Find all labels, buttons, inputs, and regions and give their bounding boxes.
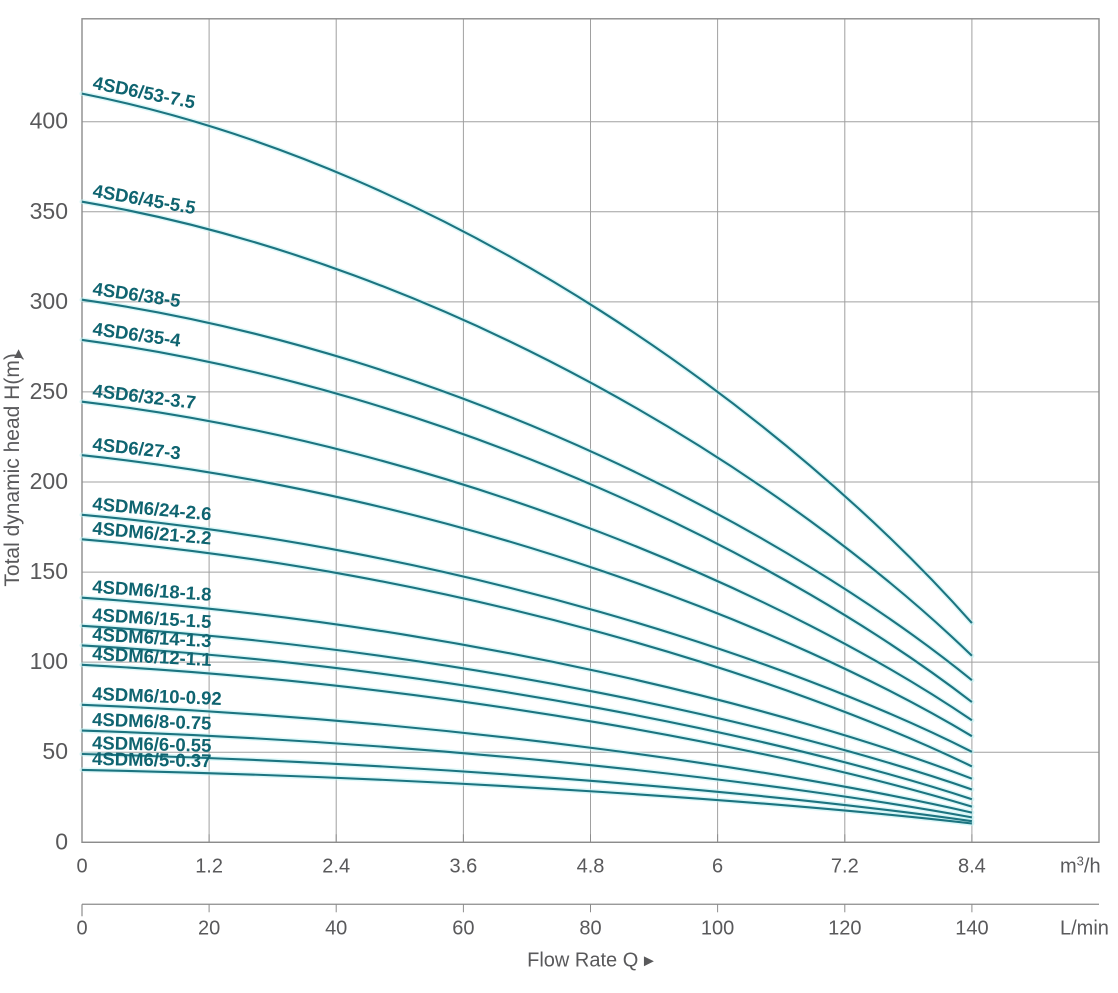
svg-text:80: 80 [579,917,601,939]
svg-text:▲: ▲ [11,345,26,362]
svg-text:300: 300 [30,288,68,314]
svg-text:120: 120 [828,917,861,939]
svg-text:0: 0 [76,855,87,877]
svg-text:350: 350 [30,198,68,224]
svg-text:0: 0 [76,917,87,939]
svg-text:L/min: L/min [1060,917,1109,939]
svg-text:Total dynamic head H(m): Total dynamic head H(m) [1,353,24,586]
svg-text:50: 50 [42,738,68,764]
svg-text:400: 400 [30,108,68,134]
svg-text:2.4: 2.4 [322,855,350,877]
svg-text:0: 0 [55,828,68,854]
svg-text:100: 100 [30,648,68,674]
svg-text:8.4: 8.4 [958,855,986,877]
svg-text:Flow Rate Q ▸: Flow Rate Q ▸ [527,949,654,971]
svg-text:100: 100 [701,917,734,939]
svg-text:200: 200 [30,468,68,494]
svg-text:250: 250 [30,378,68,404]
svg-text:4SDM6/5-0.37: 4SDM6/5-0.37 [92,748,212,771]
svg-text:4SDM6/8-0.75: 4SDM6/8-0.75 [92,709,212,734]
svg-text:4.8: 4.8 [577,855,605,877]
svg-text:3.6: 3.6 [449,855,477,877]
svg-text:1.2: 1.2 [195,855,223,877]
svg-text:40: 40 [325,917,347,939]
svg-text:7.2: 7.2 [831,855,859,877]
svg-text:6: 6 [712,855,723,877]
svg-text:140: 140 [955,917,988,939]
svg-text:150: 150 [30,558,68,584]
svg-text:20: 20 [198,917,220,939]
svg-text:60: 60 [452,917,474,939]
